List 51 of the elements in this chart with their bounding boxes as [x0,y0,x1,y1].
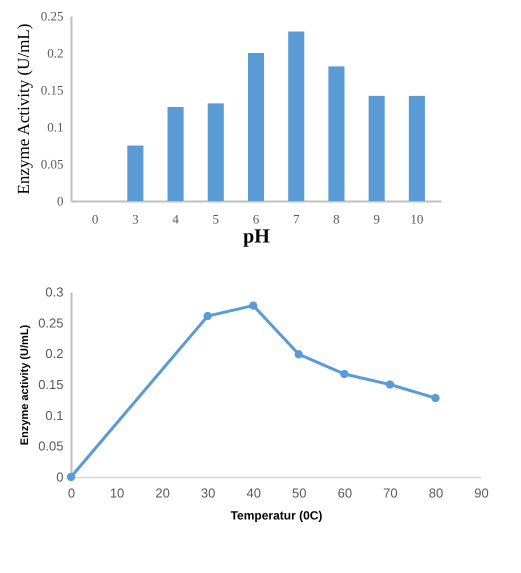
x-tick-label: 90 [474,486,489,500]
bar [168,107,184,201]
x-tick-label: 10 [110,486,124,500]
y-tick-label: 0.1 [45,408,64,423]
point [340,370,349,378]
y-tick-label: 0 [56,470,64,484]
y-tick-label: 0.05 [38,438,64,454]
x-tick-label: 4 [172,212,180,226]
point [386,380,394,389]
x-tick-label: 0 [92,212,98,226]
point [249,301,258,310]
x-tick-label: 7 [292,212,300,226]
x-tick-label: 50 [292,486,307,500]
point [203,312,212,320]
x-tick-label: 10 [410,212,424,226]
point [431,394,440,402]
bar [368,96,385,201]
x-tick-label: 8 [333,212,340,226]
y-tick-label: 0.2 [47,46,64,60]
x-tick-label: 9 [373,212,380,226]
x-tick-label: 80 [428,486,444,500]
x-tick-label: 5 [212,212,220,226]
bar [408,96,425,201]
x-tick-label: 20 [155,486,170,500]
x-axis-title: pH [243,226,270,248]
bar [328,66,344,201]
x-tick-label: 40 [246,486,261,500]
x-tick-label: 3 [132,212,139,226]
bar [208,103,224,201]
y-tick-label: 0.25 [38,315,64,330]
bar [248,53,264,201]
x-tick-label: 0 [68,486,76,500]
y-tick-label: 0.15 [38,377,64,392]
y-tick-label: 0.1 [47,120,64,134]
x-axis-title: Temperatur (0C) [230,508,322,522]
y-tick-label: 0.2 [45,346,64,362]
x-tick-label: 70 [383,486,398,500]
bar [127,146,144,201]
x-tick-label: 6 [252,212,260,226]
bar [288,32,304,201]
point [294,350,303,358]
point [66,472,76,482]
y-axis-title: Enzyme Activity (U/mL) [14,24,33,194]
y-tick-label: 0 [57,194,64,208]
x-tick-label: 60 [338,486,352,500]
y-tick-label: 0.3 [45,284,64,300]
x-tick-label: 30 [200,486,216,500]
y-tick-label: 0.05 [40,156,64,172]
y-axis-title: Enzyme activity (U/mL) [19,324,32,446]
y-tick-label: 0.25 [40,8,64,24]
y-tick-label: 0.15 [40,82,64,98]
